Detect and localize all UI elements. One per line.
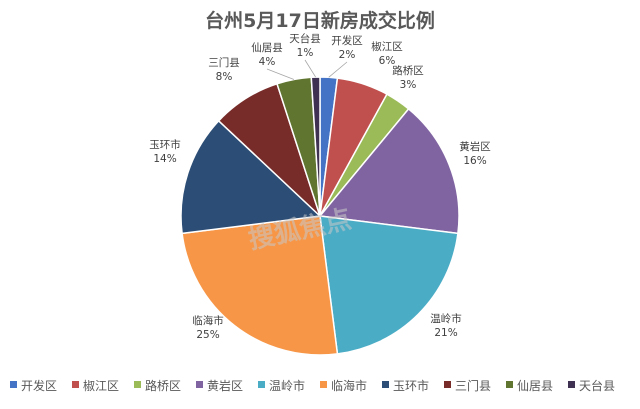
slice-label-percent-1: 6% bbox=[379, 55, 396, 67]
label-connectors bbox=[266, 59, 348, 80]
slice-label-name-3: 黄岩区 bbox=[459, 140, 491, 153]
legend-label-4: 温岭市 bbox=[269, 378, 305, 393]
slice-label-name-4: 温岭市 bbox=[430, 312, 462, 325]
pie-slice-6 bbox=[180, 119, 322, 235]
legend-swatch-5 bbox=[320, 381, 327, 388]
legend-label-5: 临海市 bbox=[331, 378, 367, 393]
slice-label-percent-5: 25% bbox=[196, 329, 219, 341]
legend-label-9: 天台县 bbox=[579, 378, 615, 393]
legend-label-2: 路桥区 bbox=[145, 378, 181, 393]
legend-swatch-7 bbox=[444, 381, 451, 388]
legend-swatch-1 bbox=[72, 381, 79, 388]
legend-label-3: 黄岩区 bbox=[207, 378, 243, 393]
label-connector-9 bbox=[304, 59, 316, 78]
legend-label-7: 三门县 bbox=[455, 378, 491, 393]
pie-slices bbox=[180, 76, 460, 356]
chart-title: 台州5月17日新房成交比例 bbox=[205, 9, 435, 32]
slice-label-percent-2: 3% bbox=[400, 79, 417, 91]
legend-swatch-2 bbox=[134, 381, 141, 388]
legend-swatch-3 bbox=[196, 381, 203, 388]
slice-labels: 开发区 2% 椒江区 6%路桥区 3% 黄岩区 16% 温岭市 21% 临海市 25% 玉环市 14% 三… bbox=[149, 32, 491, 341]
legend-swatch-6 bbox=[382, 381, 389, 388]
slice-label-percent-0: 2% bbox=[339, 49, 356, 61]
slice-label-percent-9: 1% bbox=[297, 47, 314, 59]
legend-swatch-4 bbox=[258, 381, 265, 388]
pie-slice-5 bbox=[181, 215, 339, 356]
legend-label-1: 椒江区 bbox=[83, 379, 119, 393]
label-connector-8 bbox=[266, 68, 295, 80]
legend-swatch-8 bbox=[506, 381, 513, 388]
legend-label-0: 开发区 bbox=[21, 378, 57, 393]
slice-label-name-6: 玉环市 bbox=[149, 138, 181, 151]
legend-label-8: 仙居县 bbox=[517, 379, 553, 393]
slice-label-name-7: 三门县 bbox=[208, 56, 240, 69]
slice-label-percent-3: 16% bbox=[463, 155, 486, 167]
legend-swatch-0 bbox=[10, 381, 17, 388]
slice-label-name-2: 路桥区 bbox=[392, 64, 424, 77]
slice-label-name-1: 椒江区 bbox=[371, 40, 403, 53]
legend: 开发区 椒江区 路桥区 黄岩区 温岭市 临海市 玉环市 三门县 仙居县 天台县 bbox=[10, 378, 615, 393]
slice-label-name-9: 天台县 bbox=[289, 32, 321, 45]
label-connector-0 bbox=[328, 61, 348, 78]
slice-label-percent-8: 4% bbox=[259, 56, 276, 68]
slice-label-name-5: 临海市 bbox=[192, 314, 224, 327]
pie-slice-3 bbox=[318, 107, 460, 235]
slice-label-percent-4: 21% bbox=[434, 327, 457, 339]
slice-label-percent-6: 14% bbox=[153, 153, 176, 165]
slice-label-name-8: 仙居县 bbox=[251, 41, 283, 54]
slice-label-percent-7: 8% bbox=[216, 71, 233, 83]
slice-label-name-0: 开发区 bbox=[331, 34, 363, 47]
legend-swatch-9 bbox=[568, 381, 575, 388]
pie-slice-4 bbox=[319, 215, 459, 355]
legend-label-6: 玉环市 bbox=[393, 378, 429, 393]
